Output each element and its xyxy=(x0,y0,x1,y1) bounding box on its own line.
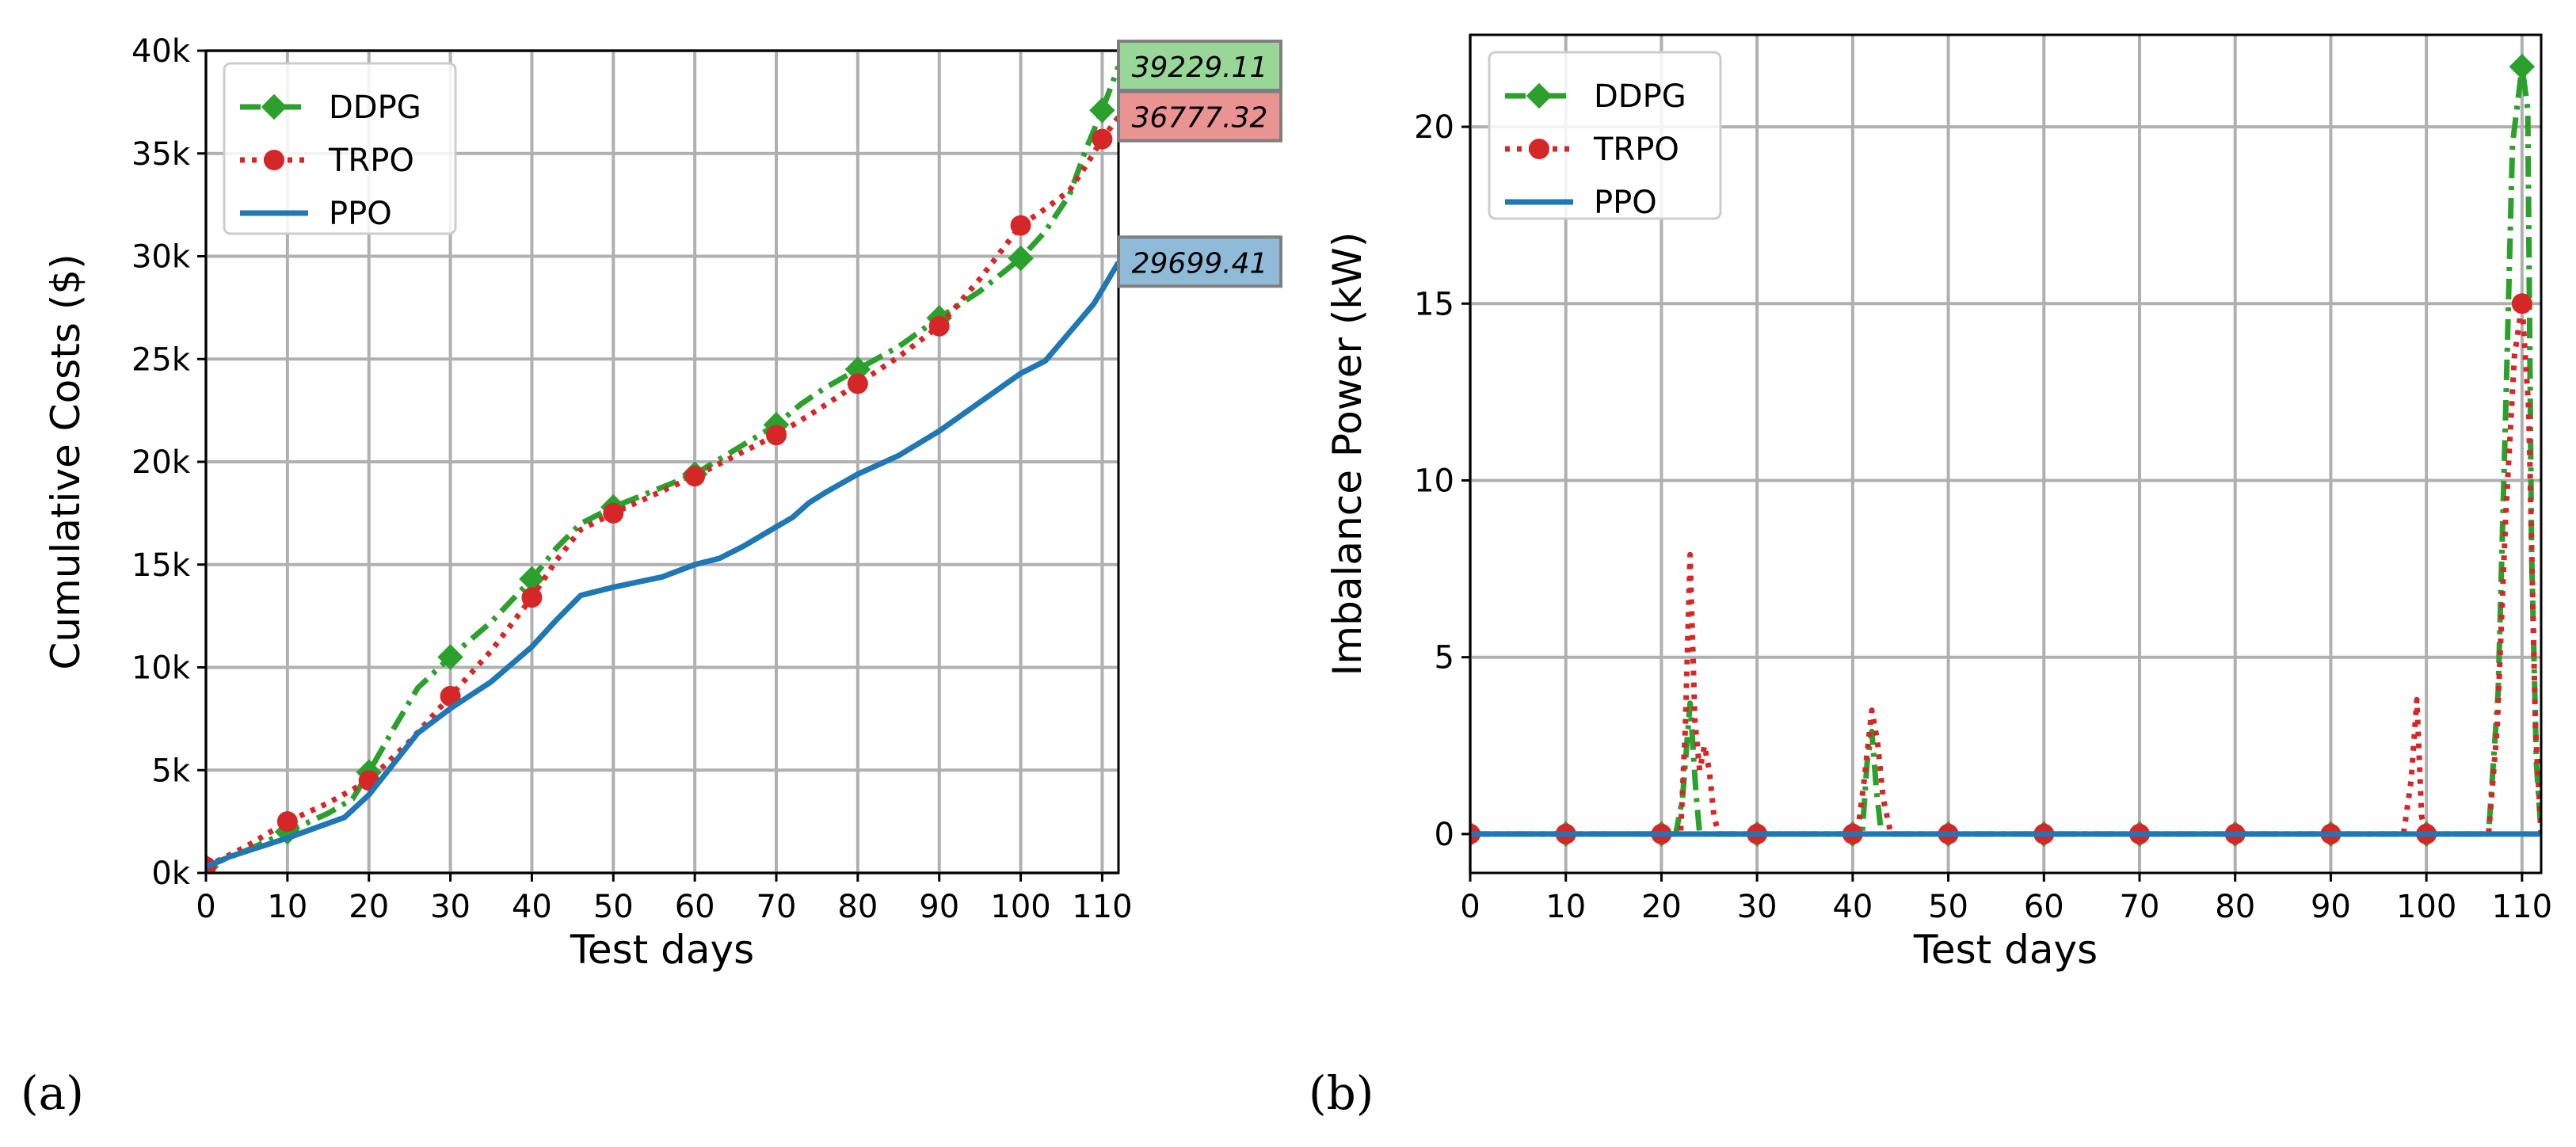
y-tick-label: 25k xyxy=(131,341,191,378)
final-value-annotation-ppo: 29699.41 xyxy=(1117,235,1282,288)
x-tick-label: 100 xyxy=(990,889,1050,925)
data-point-ddpg xyxy=(1008,245,1034,272)
legend-label-ppo: PPO xyxy=(329,196,392,232)
data-point-trpo xyxy=(440,685,461,707)
annotation-text: 29699.41 xyxy=(1132,247,1268,280)
plot-frame xyxy=(1469,33,2543,875)
final-value-annotation-ddpg: 39229.11 xyxy=(1117,40,1282,93)
x-tick-label: 20 xyxy=(1641,889,1682,925)
data-point-trpo xyxy=(276,811,298,833)
series-line-trpo xyxy=(1470,300,2541,837)
x-tick-label: 50 xyxy=(1928,889,1968,925)
y-axis-label: Imbalance Power (kW) xyxy=(1324,232,1370,676)
series-line-trpo xyxy=(206,115,1118,870)
data-point-trpo xyxy=(928,315,950,337)
final-value-annotation-trpo: 36777.32 xyxy=(1117,90,1282,143)
legend-marker-ddpg xyxy=(261,93,288,120)
y-axis-label: Cumulative Costs ($) xyxy=(43,253,89,669)
series-line-ddpg xyxy=(206,65,1118,870)
y-tick-label: 15k xyxy=(131,547,191,584)
x-tick-label: 20 xyxy=(349,889,389,925)
y-tick-label: 40k xyxy=(131,33,191,70)
annotation-text: 36777.32 xyxy=(1132,102,1268,135)
y-tick-label: 0k xyxy=(151,855,190,892)
x-tick-label: 50 xyxy=(593,889,634,925)
data-point-trpo xyxy=(847,373,868,394)
data-point-trpo xyxy=(1010,215,1031,236)
x-tick-label: 0 xyxy=(196,889,215,925)
x-tick-label: 60 xyxy=(2024,889,2064,925)
x-tick-label: 70 xyxy=(2120,889,2160,925)
data-point-trpo xyxy=(766,425,787,446)
panel-label: (a) xyxy=(21,1066,84,1120)
legend-label-ddpg: DDPG xyxy=(329,90,421,126)
data-point-trpo xyxy=(2511,293,2532,314)
y-tick-label: 10k xyxy=(131,650,191,687)
x-tick-label: 100 xyxy=(2396,889,2456,925)
annotation-text: 39229.11 xyxy=(1132,51,1268,84)
x-tick-label: 60 xyxy=(675,889,715,925)
x-axis-label: Test days xyxy=(570,927,754,973)
legend-marker-trpo xyxy=(264,150,284,170)
legend-marker-ddpg xyxy=(1526,82,1553,109)
series-line-ddpg xyxy=(1470,63,2541,837)
y-tick-label: 5k xyxy=(151,753,190,789)
x-tick-label: 0 xyxy=(1460,889,1480,925)
data-point-ddpg xyxy=(1089,97,1115,124)
series-group xyxy=(206,65,1118,873)
y-tick-label: 20 xyxy=(1414,109,1454,146)
x-tick-label: 10 xyxy=(1545,889,1586,925)
chart-b: 0 10 20 30 40 50 60 70 80 90 100 110 0 5 10 15 20 Test da… xyxy=(1309,33,2552,1120)
y-tick-label: 35k xyxy=(131,136,191,173)
chart-a: 0 10 20 30 40 50 60 70 80 90 100 110 0k 5k 10k 15k 20k 25… xyxy=(21,33,1282,1120)
x-tick-label: 40 xyxy=(1832,889,1873,925)
y-tick-label: 20k xyxy=(131,444,191,481)
x-tick-label: 30 xyxy=(430,889,471,925)
data-point-trpo xyxy=(684,466,706,487)
x-tick-label: 90 xyxy=(919,889,959,925)
y-tick-label: 30k xyxy=(131,239,191,276)
data-point-ddpg xyxy=(2509,53,2536,80)
y-tick-label: 15 xyxy=(1414,286,1454,322)
x-tick-label: 90 xyxy=(2311,889,2351,925)
legend-label-trpo: TRPO xyxy=(1593,131,1679,168)
x-tick-label: 80 xyxy=(837,889,878,925)
x-tick-label: 110 xyxy=(1072,889,1132,925)
y-tick-label: 0 xyxy=(1435,817,1454,853)
legend-label-ddpg: DDPG xyxy=(1594,78,1686,115)
x-tick-label: 80 xyxy=(2215,889,2255,925)
annotation-box xyxy=(1117,40,1282,93)
x-tick-label: 10 xyxy=(267,889,307,925)
x-tick-label: 110 xyxy=(2492,889,2552,925)
series-line-ppo xyxy=(206,261,1118,870)
data-point-trpo xyxy=(521,587,543,608)
x-tick-label: 40 xyxy=(512,889,552,925)
series-group xyxy=(1470,53,2541,848)
data-point-trpo xyxy=(603,502,624,524)
panel-label: (b) xyxy=(1309,1066,1374,1120)
y-tick-label: 10 xyxy=(1414,463,1454,499)
legend-marker-trpo xyxy=(1529,139,1549,159)
data-point-trpo xyxy=(1092,128,1113,150)
y-tick-label: 5 xyxy=(1435,640,1454,676)
annotation-box xyxy=(1117,235,1282,288)
x-tick-label: 30 xyxy=(1737,889,1778,925)
x-axis-label: Test days xyxy=(1913,927,2098,973)
legend: DDPG TRPO PPO xyxy=(223,62,457,235)
annotation-box xyxy=(1117,90,1282,143)
x-tick-label: 70 xyxy=(756,889,797,925)
legend-label-trpo: TRPO xyxy=(328,143,414,179)
legend: DDPG TRPO PPO xyxy=(1488,51,1722,221)
legend-label-ppo: PPO xyxy=(1594,185,1657,221)
data-point-ddpg xyxy=(437,644,463,670)
